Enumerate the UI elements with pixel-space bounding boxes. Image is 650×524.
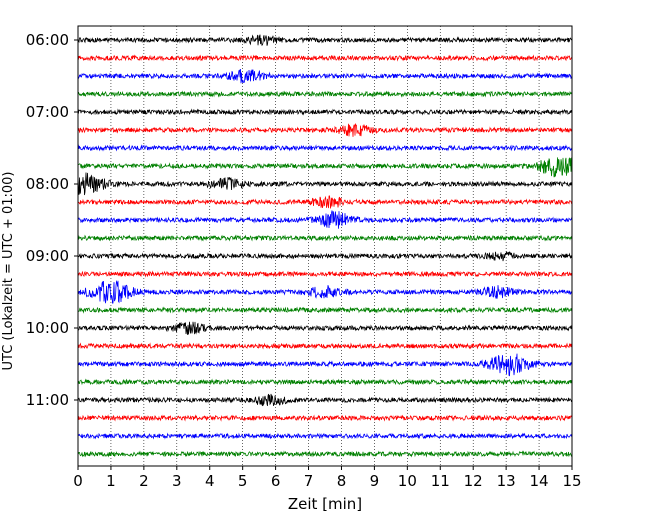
seismic-trace	[77, 270, 573, 278]
seismic-trace	[77, 90, 573, 98]
trace-layer	[77, 34, 573, 458]
seismic-trace	[77, 34, 573, 47]
x-tick-label: 4	[205, 472, 215, 490]
seismic-trace	[77, 123, 573, 137]
seismic-trace	[77, 108, 573, 116]
seismic-trace	[77, 393, 573, 407]
seismic-trace	[77, 353, 573, 377]
seismic-trace	[77, 414, 573, 422]
seismic-trace	[77, 378, 573, 386]
seismic-trace	[77, 144, 573, 152]
x-tick-label: 6	[271, 472, 281, 490]
seismic-trace	[77, 157, 573, 178]
plot-frame	[77, 25, 573, 467]
y-tick-label: 09:00	[26, 247, 69, 265]
x-axis-label: Zeit [min]	[288, 495, 362, 513]
seismic-trace	[77, 172, 573, 196]
x-tick-label: 9	[370, 472, 380, 490]
x-tick-label: 7	[304, 472, 314, 490]
y-tick-label: 07:00	[26, 103, 69, 121]
seismic-trace	[77, 234, 573, 242]
x-tick-label: 0	[73, 472, 83, 490]
seismic-trace	[77, 306, 573, 314]
seismic-trace	[77, 342, 573, 350]
x-tick-label: 5	[238, 472, 248, 490]
x-tick-label: 12	[464, 472, 483, 490]
x-tick-label: 8	[337, 472, 347, 490]
seismic-trace	[77, 69, 573, 84]
seismic-trace	[77, 209, 573, 229]
seismic-trace	[77, 450, 573, 458]
x-tick-label: 10	[398, 472, 417, 490]
x-tick-label: 14	[530, 472, 549, 490]
axis-layer: 0 1 2 3 4 5 6 7 8 9 10 11 12 13 14 1506:0007:0008:0009:…	[26, 31, 582, 490]
seismic-trace	[77, 251, 573, 262]
x-tick-label: 2	[139, 472, 149, 490]
seismic-trace	[77, 279, 573, 304]
seismic-trace	[77, 321, 573, 335]
x-tick-label: 1	[106, 472, 116, 490]
seismic-trace	[77, 54, 573, 62]
seismic-trace	[77, 195, 573, 209]
x-tick-label: 3	[172, 472, 182, 490]
y-tick-label: 06:00	[26, 31, 69, 49]
x-tick-label: 11	[431, 472, 450, 490]
x-tick-label: 13	[497, 472, 516, 490]
y-tick-label: 11:00	[26, 391, 69, 409]
seismic-trace	[77, 432, 573, 440]
y-axis-label: UTC (Lokalzeit = UTC + 01:00)	[1, 172, 16, 371]
y-tick-label: 08:00	[26, 175, 69, 193]
x-tick-label: 15	[562, 472, 581, 490]
y-tick-label: 10:00	[26, 319, 69, 337]
